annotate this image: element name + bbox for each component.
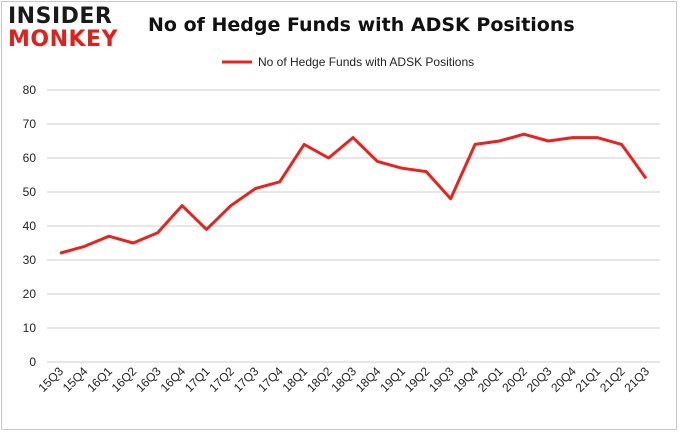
x-tick-label: 21Q2 — [597, 364, 628, 395]
x-tick-label: 18Q1 — [280, 364, 311, 395]
x-tick-label: 20Q1 — [475, 364, 506, 395]
insider-monkey-logo: INSIDER MONKEY — [8, 6, 118, 51]
x-tick-label: 21Q1 — [573, 364, 604, 395]
x-tick-label: 18Q3 — [328, 364, 359, 395]
series-layer — [59, 132, 648, 255]
y-tick-label: 10 — [23, 321, 37, 335]
x-tick-label: 18Q4 — [353, 364, 384, 395]
x-tick-label: 17Q1 — [182, 364, 213, 395]
y-axis-ticks: 0 10 20 30 40 50 60 70 80 — [23, 83, 37, 369]
x-tick-label: 15Q3 — [35, 364, 66, 395]
x-tick-label: 19Q2 — [402, 364, 433, 395]
y-tick-label: 30 — [23, 253, 37, 267]
x-tick-label: 15Q4 — [60, 364, 91, 395]
logo-line-2: MONKEY — [8, 27, 119, 52]
y-tick-label: 0 — [29, 355, 36, 369]
legend: No of Hedge Funds with ADSK Positions — [222, 55, 474, 69]
x-tick-label: 19Q3 — [426, 364, 457, 395]
x-tick-label: 20Q2 — [499, 364, 530, 395]
series-line-0 — [59, 132, 648, 255]
x-tick-label: 19Q4 — [451, 364, 482, 395]
x-tick-label: 17Q2 — [206, 364, 237, 395]
x-tick-label: 20Q3 — [524, 364, 555, 395]
x-tick-label: 21Q3 — [621, 364, 652, 395]
y-tick-label: 20 — [23, 287, 37, 301]
x-axis-ticks: 15Q315Q416Q116Q216Q316Q417Q117Q217Q317Q4… — [35, 364, 652, 395]
y-tick-label: 50 — [23, 185, 37, 199]
y-tick-label: 80 — [23, 83, 37, 97]
y-tick-label: 70 — [23, 117, 37, 131]
x-tick-label: 20Q4 — [548, 364, 579, 395]
legend-label: No of Hedge Funds with ADSK Positions — [258, 55, 474, 69]
x-tick-label: 16Q4 — [158, 364, 189, 395]
x-tick-label: 19Q1 — [377, 364, 408, 395]
x-tick-label: 16Q2 — [109, 364, 140, 395]
x-tick-label: 17Q3 — [231, 364, 262, 395]
logo-line-1: INSIDER — [8, 4, 113, 29]
x-tick-label: 17Q4 — [255, 364, 286, 395]
y-tick-label: 60 — [23, 151, 37, 165]
y-tick-label: 40 — [23, 219, 37, 233]
chart-title: No of Hedge Funds with ADSK Positions — [148, 14, 575, 36]
grid-lines — [47, 89, 660, 363]
x-tick-label: 16Q1 — [84, 364, 115, 395]
x-tick-label: 16Q3 — [133, 364, 164, 395]
x-tick-label: 18Q2 — [304, 364, 335, 395]
